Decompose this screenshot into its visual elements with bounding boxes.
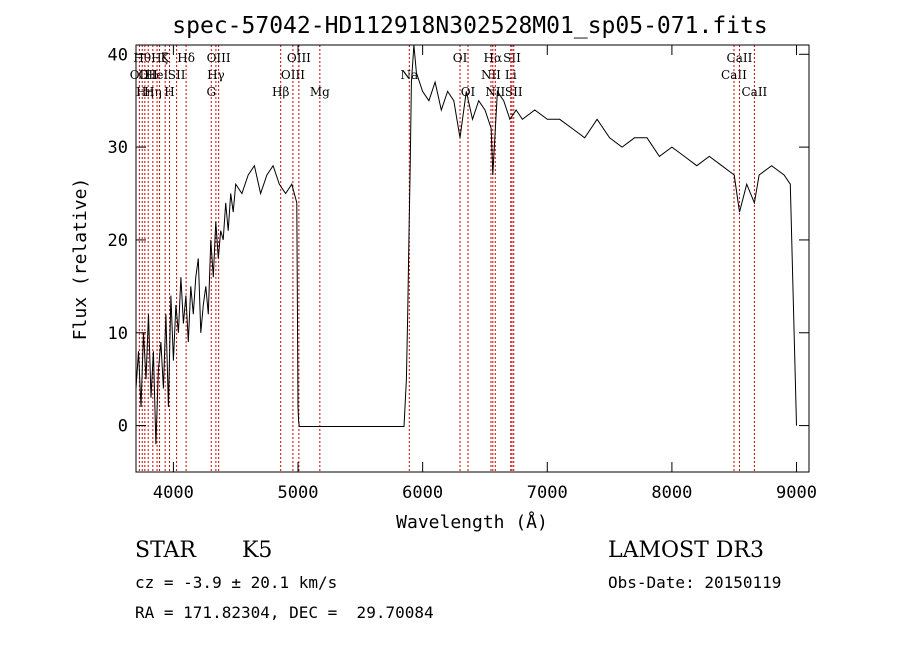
line-label-17: Mg (310, 85, 330, 99)
line-label-14: Hβ (272, 85, 289, 99)
x-tick-label-1: 5000 (278, 483, 319, 503)
line-label-7: K (161, 51, 171, 65)
line-label-9: SII (168, 68, 186, 82)
line-label-26: SII (505, 85, 523, 99)
line-label-5: HeI (146, 68, 169, 82)
line-label-8: H (164, 85, 174, 99)
x-tick-label-3: 7000 (527, 483, 568, 503)
x-tick-label-0: 4000 (153, 483, 194, 503)
line-label-28: CaII (727, 51, 753, 65)
x-tick-label-5: 9000 (776, 483, 817, 503)
line-label-6: Hζ (151, 51, 168, 65)
line-label-11: G (206, 85, 216, 99)
spectrum-series (135, 44, 797, 445)
object-subclass: K5 (242, 538, 273, 563)
x-tick-label-4: 8000 (651, 483, 692, 503)
spectrum-line-0 (135, 44, 797, 445)
line-label-22: Hα (484, 51, 503, 65)
line-label-15: OIII (281, 68, 305, 82)
observation-date: Obs-Date: 20150119 (608, 573, 782, 592)
plot-frame (135, 44, 810, 473)
y-tick-label-2: 20 (108, 231, 128, 251)
x-axis-label: Wavelength (Å) (396, 511, 548, 533)
line-label-19: OI (453, 51, 468, 65)
spectral-line-markers: OIIHθHηOIIHηHeIHζKHSIIHδGHγOIIIHβOIIIOII… (130, 45, 768, 472)
line-label-4: Hη (144, 85, 162, 99)
x-tick-label-2: 6000 (402, 483, 443, 503)
spectrum-chart: spec-57042-HD112918N302528M01_sp05-071.f… (70, 13, 817, 533)
y-tick-label-4: 40 (108, 45, 128, 65)
line-label-24: Li (505, 68, 517, 82)
chart-title: spec-57042-HD112918N302528M01_sp05-071.f… (172, 13, 767, 39)
line-label-18: Na (400, 68, 418, 82)
line-label-13: OIII (207, 51, 231, 65)
survey-name: LAMOST DR3 (608, 538, 764, 563)
line-label-20: OI (461, 85, 476, 99)
line-label-23: NII (485, 85, 505, 99)
line-label-21: NII (481, 68, 501, 82)
line-label-12: Hγ (207, 68, 225, 82)
object-class: STAR (135, 538, 196, 563)
y-tick-label-3: 30 (108, 138, 128, 158)
ra-dec-coordinates: RA = 171.82304, DEC = 29.70084 (135, 603, 434, 622)
y-tick-label-1: 10 (108, 324, 128, 344)
line-label-29: CaII (741, 85, 767, 99)
y-tick-label-0: 0 (118, 417, 128, 437)
y-axis-label: Flux (relative) (70, 178, 91, 341)
line-label-16: OIII (287, 51, 311, 65)
redshift-cz: cz = -3.9 ± 20.1 km/s (135, 573, 338, 592)
line-label-25: SII (503, 51, 521, 65)
line-label-10: Hδ (177, 51, 195, 65)
line-label-2: Hη (136, 85, 154, 99)
axis-ticks: 4000 5000 6000 7000 8000 9000 0 10 20 30 40 (108, 45, 817, 503)
line-label-27: CaII (721, 68, 747, 82)
